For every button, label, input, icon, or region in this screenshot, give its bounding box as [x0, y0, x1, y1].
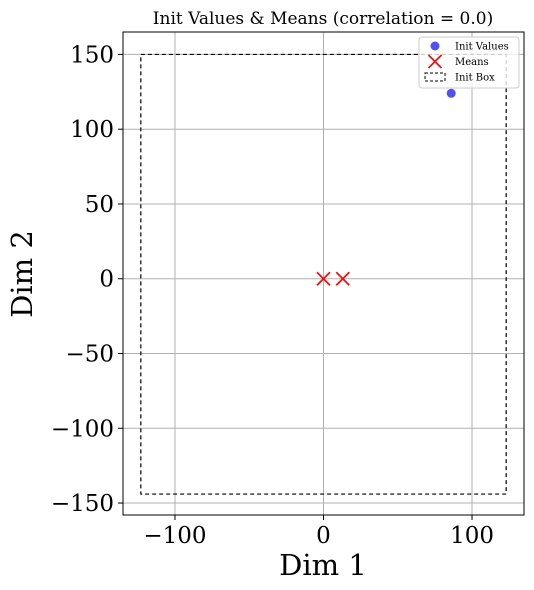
y-tick-label: −150: [51, 491, 114, 517]
x-tick-label: −100: [143, 523, 206, 549]
legend-label: Init Values: [455, 42, 509, 53]
grid-lines: [123, 32, 524, 515]
data-marks: [317, 89, 456, 285]
y-tick-label: −50: [65, 342, 114, 368]
y-tick-label: 100: [70, 117, 114, 143]
x-axis-label: Dim 1: [279, 548, 367, 582]
legend-circle-icon: [431, 42, 440, 51]
init-value-point: [447, 89, 456, 98]
y-tick-label: 0: [99, 267, 114, 293]
y-tick-label: −100: [51, 416, 114, 442]
legend: Init Values Means Init Box: [419, 37, 519, 88]
legend-label: Init Box: [455, 73, 495, 84]
y-tick-label: 50: [85, 192, 114, 218]
x-tick-label: 0: [316, 523, 331, 549]
x-tick-label: 100: [450, 523, 494, 549]
legend-label: Means: [455, 57, 489, 68]
y-axis-label: Dim 2: [5, 230, 39, 318]
y-tick-label: 150: [70, 42, 114, 68]
axis-ticks: −100 0 100 −150 −100 −50 0 50 100 150: [51, 42, 494, 549]
chart-title: Init Values & Means (correlation = 0.0): [153, 9, 493, 29]
